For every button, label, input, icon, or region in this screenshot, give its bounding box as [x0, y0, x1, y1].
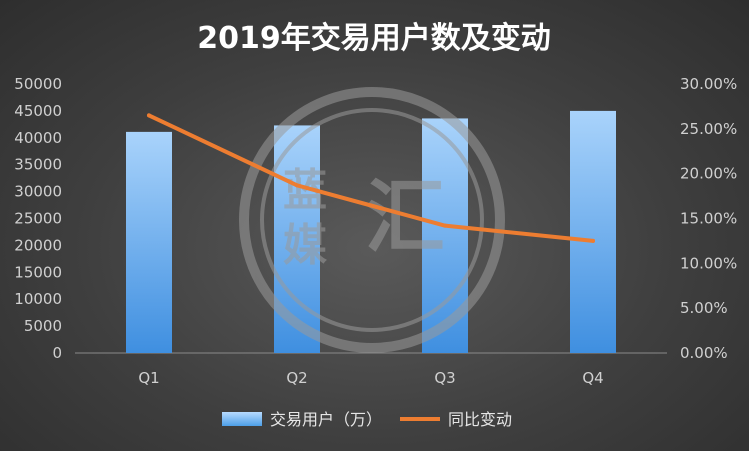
bar: [126, 131, 172, 353]
legend-label-bar: 交易用户（万）: [270, 410, 382, 429]
watermark-outer-ring: [239, 87, 505, 353]
left-axis-tick-label: 25000: [14, 210, 62, 228]
left-axis-tick-label: 20000: [14, 236, 62, 254]
x-axis-ticks: Q1 Q2 Q3 Q4: [138, 369, 603, 387]
right-axis-tick-label: 15.00%: [680, 210, 737, 228]
right-axis-tick-label: 0.00%: [680, 344, 728, 362]
line-path: [147, 113, 595, 243]
legend-swatch-bar: [222, 412, 262, 426]
right-axis-ticks: 0.00% 5.00% 10.00% 15.00% 20.00% 25.00% 30.00%: [680, 75, 737, 362]
left-axis-tick-label: 5000: [24, 317, 62, 335]
x-axis-tick-label: Q3: [434, 369, 455, 387]
left-axis-tick-label: 35000: [14, 156, 62, 174]
x-axis-tick-label: Q4: [582, 369, 603, 387]
legend-label-line: 同比变动: [448, 410, 512, 429]
left-axis-tick-label: 10000: [14, 290, 62, 308]
watermark: 蓝 媒 汇: [239, 87, 505, 353]
left-axis-tick-label: 45000: [14, 102, 62, 120]
left-axis-tick-label: 50000: [14, 75, 62, 93]
right-axis-tick-label: 30.00%: [680, 75, 737, 93]
chart-title: 2019年交易用户数及变动: [197, 21, 551, 56]
x-axis-tick-label: Q1: [138, 369, 159, 387]
right-axis-tick-label: 25.00%: [680, 120, 737, 138]
right-axis-tick-label: 5.00%: [680, 299, 728, 317]
right-axis-tick-label: 10.00%: [680, 254, 737, 272]
x-axis-tick-label: Q2: [286, 369, 307, 387]
watermark-char-2: 媒: [283, 220, 328, 271]
line-point: [591, 238, 595, 243]
line-point: [443, 223, 447, 228]
left-axis-tick-label: 0: [52, 344, 62, 362]
left-axis-tick-label: 30000: [14, 183, 62, 201]
line-point: [147, 113, 151, 118]
line-series: [147, 113, 595, 243]
line-point: [295, 183, 299, 188]
watermark-char-3: 汇: [365, 171, 445, 264]
watermark-inner-ring: [260, 108, 484, 332]
left-axis-ticks: 0 5000 10000 15000 20000 25000 30000 35000 40000…: [14, 75, 62, 362]
bar: [570, 110, 616, 354]
left-axis-tick-label: 40000: [14, 129, 62, 147]
right-axis-tick-label: 20.00%: [680, 165, 737, 183]
left-axis-tick-label: 15000: [14, 263, 62, 281]
legend: 交易用户（万） 同比变动: [222, 410, 512, 429]
